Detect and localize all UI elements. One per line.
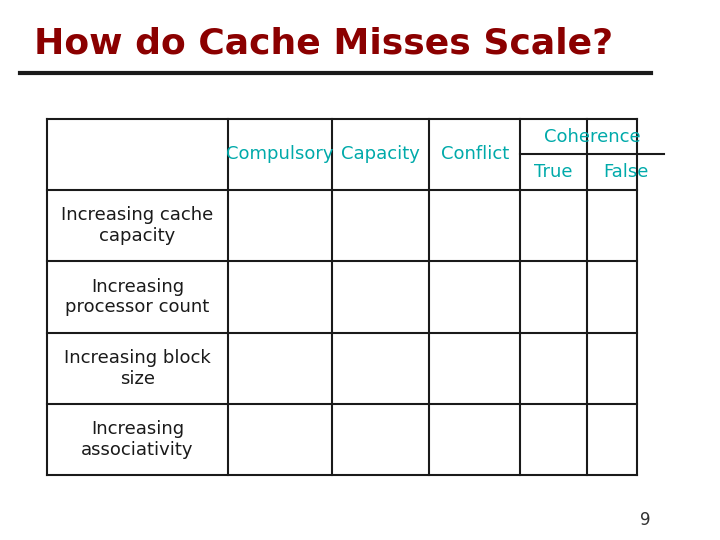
Text: Compulsory: Compulsory: [226, 145, 334, 164]
Text: Increasing cache
capacity: Increasing cache capacity: [61, 206, 214, 245]
Text: Increasing
processor count: Increasing processor count: [66, 278, 210, 316]
Text: Conflict: Conflict: [441, 145, 509, 164]
Text: Increasing block
size: Increasing block size: [64, 349, 211, 388]
Text: True: True: [534, 163, 573, 181]
Text: Increasing
associativity: Increasing associativity: [81, 420, 194, 459]
Text: Capacity: Capacity: [341, 145, 420, 164]
Text: Coherence: Coherence: [544, 127, 641, 146]
Text: 9: 9: [640, 511, 651, 529]
Text: How do Cache Misses Scale?: How do Cache Misses Scale?: [34, 27, 613, 61]
Text: False: False: [603, 163, 649, 181]
